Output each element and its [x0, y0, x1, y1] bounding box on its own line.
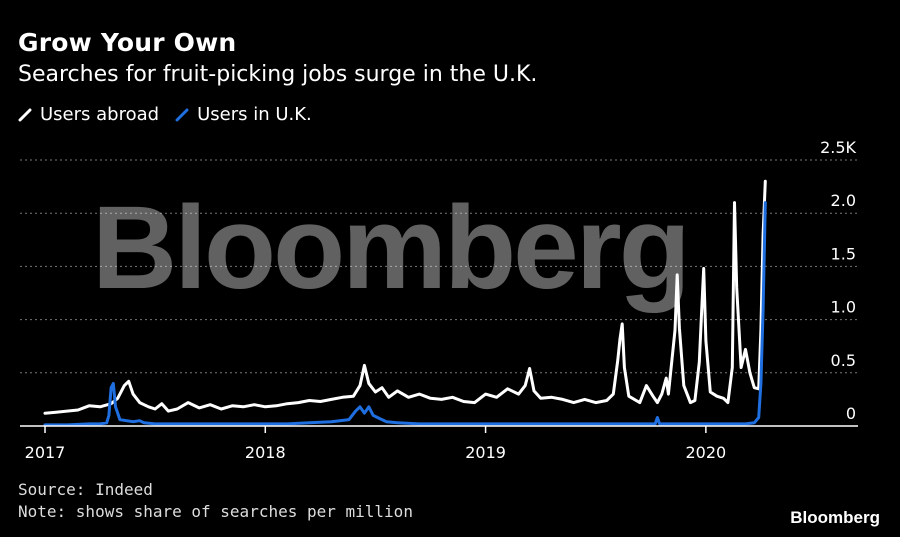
series-line-uk [43, 201, 767, 427]
y-tick-label: 2.0 [831, 191, 856, 210]
y-tick-label: 2.5K [820, 138, 856, 157]
note-text: Note: shows share of searches per millio… [18, 502, 413, 521]
legend-item-abroad: Users abroad [18, 104, 159, 125]
bloomberg-logo: Bloomberg [790, 508, 880, 527]
series-layer [43, 179, 767, 427]
x-tick-label: 2020 [686, 443, 727, 462]
x-tick-label: 2018 [245, 443, 286, 462]
y-tick-label: 0 [846, 404, 856, 423]
chart-subtitle: Searches for fruit-picking jobs surge in… [18, 62, 538, 87]
series-line-abroad [43, 179, 767, 415]
x-tick-label: 2019 [465, 443, 506, 462]
source-text: Source: Indeed [18, 480, 153, 499]
axis-layer: 0 0.5 1.0 1.5 2.0 2.5K 2017 2018 2019 2020 [20, 138, 858, 462]
legend-item-uk: Users in U.K. [175, 104, 312, 125]
x-tick-label: 2017 [25, 443, 66, 462]
y-tick-label: 1.5 [831, 244, 856, 263]
y-tick-label: 0.5 [831, 351, 856, 370]
legend-swatch-abroad [18, 108, 32, 122]
chart-title: Grow Your Own [18, 28, 237, 57]
legend: Users abroad Users in U.K. [18, 104, 328, 125]
legend-label-abroad: Users abroad [40, 104, 160, 125]
legend-swatch-uk [175, 108, 189, 122]
legend-label-uk: Users in U.K. [197, 104, 312, 125]
y-tick-label: 1.0 [831, 298, 856, 317]
